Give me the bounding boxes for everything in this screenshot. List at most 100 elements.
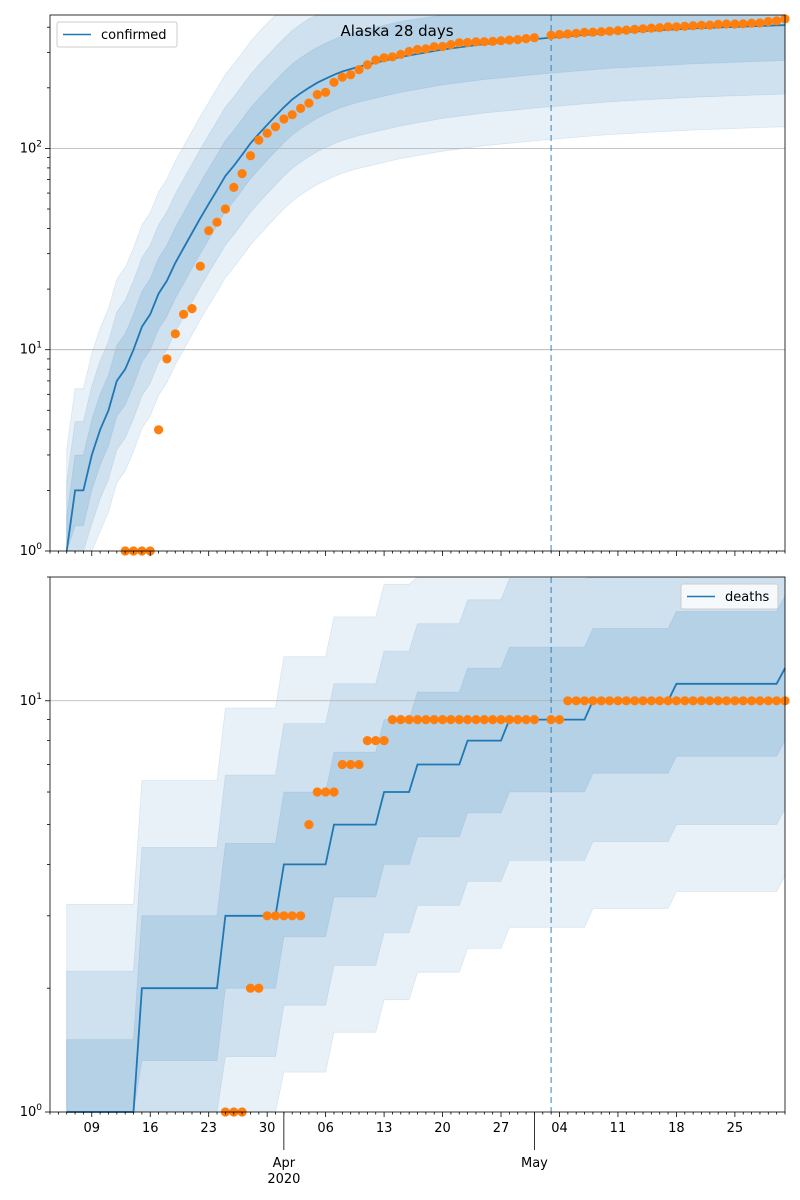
observed-point (429, 715, 439, 725)
observed-point (521, 34, 531, 44)
confirmed-uncertainty-bands (66, 14, 786, 552)
observed-point (529, 715, 540, 725)
observed-point (438, 41, 448, 52)
observed-point (621, 25, 631, 35)
observed-point (646, 696, 657, 706)
x-tick-label: 04 (551, 1121, 568, 1136)
observed-point (379, 53, 389, 63)
confirmed-legend: confirmed (56, 21, 178, 48)
observed-point (195, 261, 205, 271)
observed-point (671, 696, 682, 706)
observed-point (646, 23, 657, 33)
x-tick-label: 16 (142, 1121, 159, 1136)
observed-point (387, 52, 397, 62)
observed-point (755, 696, 765, 706)
observed-point (579, 27, 590, 37)
observed-point (496, 715, 506, 725)
observed-point (713, 696, 723, 706)
x-tick-label: 20 (434, 1121, 451, 1136)
observed-point (696, 20, 707, 30)
observed-point (571, 28, 581, 38)
observed-point (705, 20, 715, 30)
observed-point (554, 29, 565, 40)
observed-point (421, 44, 431, 54)
observed-point (270, 122, 281, 132)
confirmed-gridlines (50, 148, 785, 351)
observed-point (688, 21, 698, 31)
observed-point (454, 38, 464, 48)
observed-point (179, 309, 189, 319)
observed-point (346, 70, 356, 80)
observed-point (396, 49, 406, 60)
observed-point (354, 759, 364, 770)
observed-point (488, 715, 498, 725)
observed-point (220, 204, 230, 214)
observed-point (404, 715, 414, 725)
observed-point (763, 16, 773, 27)
observed-point (304, 98, 314, 108)
observed-point (680, 21, 690, 31)
observed-point (579, 696, 590, 706)
observed-point (396, 715, 406, 725)
observed-point (763, 696, 773, 706)
observed-point (412, 715, 423, 725)
observed-point (605, 26, 615, 36)
observed-point (630, 696, 640, 706)
observed-point (429, 42, 439, 52)
observed-point (371, 55, 381, 65)
chart-title: Alaska 28 days (340, 22, 453, 40)
x-tick-label: 27 (493, 1121, 510, 1136)
observed-point (663, 22, 673, 32)
x-tick-label: 23 (200, 1121, 217, 1136)
observed-point (772, 696, 782, 706)
observed-point (404, 46, 414, 57)
x-year-label: 2020 (267, 1172, 300, 1187)
confirmed-observed-points (120, 14, 790, 556)
observed-point (312, 90, 322, 100)
x-tick-label: 11 (610, 1121, 627, 1136)
observed-point (655, 23, 665, 33)
confirmed-panel: 100 101 102 Alaska 28 days confirmed (20, 14, 790, 559)
observed-point (245, 983, 256, 993)
x-month-label: Apr (273, 1156, 296, 1171)
observed-point (496, 36, 506, 46)
observed-point (696, 696, 707, 706)
y-tick-label: 100 (20, 1103, 43, 1120)
y-tick-label: 101 (20, 692, 42, 709)
deaths-uncertainty-bands (66, 576, 786, 1113)
observed-point (454, 715, 464, 725)
observed-point (638, 24, 648, 34)
observed-point (588, 696, 598, 706)
legend-box (56, 21, 178, 48)
observed-point (546, 30, 556, 40)
observed-point (663, 696, 673, 706)
observed-point (296, 103, 306, 113)
observed-point (438, 715, 448, 725)
observed-point (630, 24, 640, 34)
observed-point (354, 65, 364, 75)
observed-point (387, 715, 397, 725)
observed-point (412, 44, 423, 55)
observed-point (613, 26, 623, 36)
observed-point (513, 35, 523, 45)
observed-point (554, 715, 565, 725)
x-tick-label: 06 (317, 1121, 334, 1136)
legend-label-confirmed: confirmed (101, 28, 167, 43)
observed-point (613, 696, 623, 706)
observed-point (287, 911, 297, 921)
y-tick-label: 102 (20, 139, 42, 156)
observed-point (738, 19, 748, 29)
y-tick-label: 100 (20, 542, 43, 559)
observed-point (563, 696, 573, 706)
observed-point (571, 696, 581, 706)
observed-point (705, 696, 715, 706)
observed-point (279, 911, 289, 921)
observed-point (329, 77, 339, 87)
observed-point (379, 736, 389, 746)
observed-point (747, 696, 757, 706)
x-tick-label: 30 (259, 1121, 276, 1136)
observed-point (237, 169, 247, 179)
